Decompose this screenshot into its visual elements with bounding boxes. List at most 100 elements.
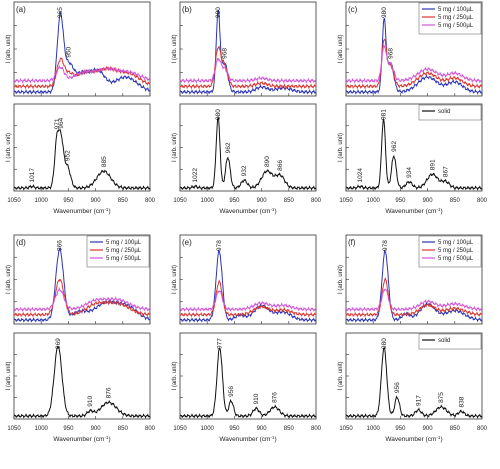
panel-label: (f) — [348, 238, 356, 247]
solid-plot: 977 956 910 876 I (arb. unit) — [172, 332, 317, 420]
x-tick-label: 1050 — [173, 198, 187, 204]
peak-label: 980 — [215, 109, 222, 120]
x-tick-label: 800 — [311, 426, 322, 432]
x-tick-label: 1000 — [35, 426, 49, 432]
legend-label: 5 mg / 100µL — [438, 240, 474, 246]
x-tick-label: 1000 — [201, 198, 215, 204]
peak-label: 969 — [55, 338, 62, 349]
peak-label: 956 — [394, 382, 401, 393]
y-axis-label: I (arb. unit) — [6, 361, 12, 390]
x-tick-label: 1000 — [367, 426, 381, 432]
x-tick-label: 850 — [450, 426, 461, 432]
series-line — [179, 348, 317, 419]
peak-label: 978 — [216, 240, 223, 251]
peak-label: 1024 — [357, 168, 364, 183]
x-tick-label: 1000 — [367, 198, 381, 204]
series-line — [13, 287, 151, 313]
y-axis-label: I (arb. unit) — [338, 133, 344, 162]
legend-box — [418, 104, 482, 121]
series-line — [179, 279, 317, 318]
x-tick-label: 950 — [63, 426, 74, 432]
panel-c: 980 968 5 mg / 100µL 5 mg / 250µL 5 mg / 500… — [338, 1, 488, 216]
peak-label: 910 — [87, 395, 94, 406]
x-tick-label: 1050 — [339, 426, 353, 432]
series-line — [345, 18, 483, 95]
solid-plot: 969 910 876 I (arb. unit) — [6, 332, 151, 420]
plot-frame — [13, 332, 151, 420]
solid-plot: 980 962 932 890 866 1022 I (arb. unit) — [172, 103, 317, 192]
x-tick-label: 900 — [257, 426, 268, 432]
solution-plot: 980 968 5 mg / 100µL 5 mg / 250µL 5 mg / 500… — [338, 1, 483, 97]
x-axis-label: Wavenumber (cm-1) — [385, 207, 442, 216]
panel-f: 978 5 mg / 100µL 5 mg / 250µL 5 mg / 500µL I… — [338, 234, 488, 444]
series-line — [13, 346, 151, 419]
peak-label: 876 — [106, 387, 113, 398]
solution-plot: 965 950 I (arb. unit) — [6, 1, 151, 97]
y-axis-label: I (arb. unit) — [338, 361, 344, 390]
solution-plot: 978 I (arb. unit) — [172, 234, 317, 325]
peak-label: 1017 — [29, 168, 36, 183]
x-axis-label: Wavenumber (cm-1) — [53, 207, 110, 216]
legend-label: 5 mg / 500µL — [438, 256, 474, 262]
peak-label: 838 — [458, 396, 465, 407]
peak-label: 891 — [429, 159, 436, 170]
x-tick-label: 850 — [450, 198, 461, 204]
x-tick-label: 850 — [118, 198, 129, 204]
x-tick-label: 900 — [423, 426, 434, 432]
peak-label: 934 — [406, 167, 413, 178]
legend-label: 5 mg / 500µL — [438, 23, 474, 29]
legend-box — [418, 235, 482, 268]
legend-label: solid — [438, 338, 450, 344]
peak-label: 867 — [443, 166, 450, 177]
panel-e: 978 I (arb. unit) 977 956 910 876 I (arb. unit… — [172, 234, 322, 444]
peak-label: 950 — [65, 46, 72, 57]
panel-label: (b) — [182, 5, 192, 14]
series-line — [179, 290, 317, 313]
peak-label: 968 — [222, 48, 229, 59]
solid-plot: 980 956 917 875 838 solid I (arb. unit) — [338, 332, 483, 420]
x-tick-label: 800 — [477, 426, 488, 432]
x-axis-label: Wavenumber (cm-1) — [219, 207, 276, 216]
x-tick-label: 950 — [395, 198, 406, 204]
series-line — [345, 249, 483, 323]
solid-plot: 981 962 934 891 867 1024 solid I (arb. unit) — [338, 103, 483, 192]
panel-d: 966 5 mg / 100µL 5 mg / 250µL 5 mg / 500µL I… — [6, 234, 156, 443]
peak-label: 968 — [388, 48, 395, 59]
series-line — [13, 278, 151, 318]
x-tick-label: 850 — [118, 426, 129, 432]
x-tick-label: 800 — [145, 198, 156, 204]
peak-label: 962 — [391, 141, 398, 152]
peak-label: 965 — [57, 7, 64, 18]
series-line — [179, 9, 317, 95]
plot-frame — [179, 332, 317, 420]
series-line — [179, 115, 317, 191]
x-tick-label: 900 — [91, 198, 102, 204]
x-axis-label: Wavenumber (cm-1) — [219, 435, 276, 444]
peak-label: 956 — [228, 386, 235, 397]
y-axis-label: I (arb. unit) — [172, 265, 178, 294]
peak-label: 885 — [101, 156, 108, 167]
series-line — [13, 57, 151, 90]
peak-label: 971 — [54, 118, 61, 129]
x-tick-label: 900 — [257, 198, 268, 204]
series-line — [345, 288, 483, 313]
panel-b: 980 968 I (arb. unit) 980 962 932 890 866 1022 I … — [172, 1, 322, 216]
series-line — [13, 128, 151, 191]
peak-label: 932 — [241, 165, 248, 176]
legend-label: 5 mg / 250µL — [438, 15, 474, 21]
x-tick-label: 1050 — [7, 198, 21, 204]
panel-label: (a) — [16, 5, 26, 14]
peak-label: 952 — [64, 150, 71, 161]
x-tick-label: 900 — [423, 198, 434, 204]
x-axis-label: Wavenumber (cm-1) — [385, 435, 442, 444]
y-axis-label: I (arb. unit) — [6, 265, 12, 294]
x-tick-label: 950 — [63, 198, 74, 204]
peak-label: 962 — [225, 142, 232, 153]
series-line — [345, 347, 483, 419]
peak-label: 866 — [277, 160, 284, 171]
solution-plot: 966 5 mg / 100µL 5 mg / 250µL 5 mg / 500µL I… — [6, 234, 151, 325]
x-tick-label: 950 — [229, 426, 240, 432]
peak-label: 980 — [381, 338, 388, 349]
